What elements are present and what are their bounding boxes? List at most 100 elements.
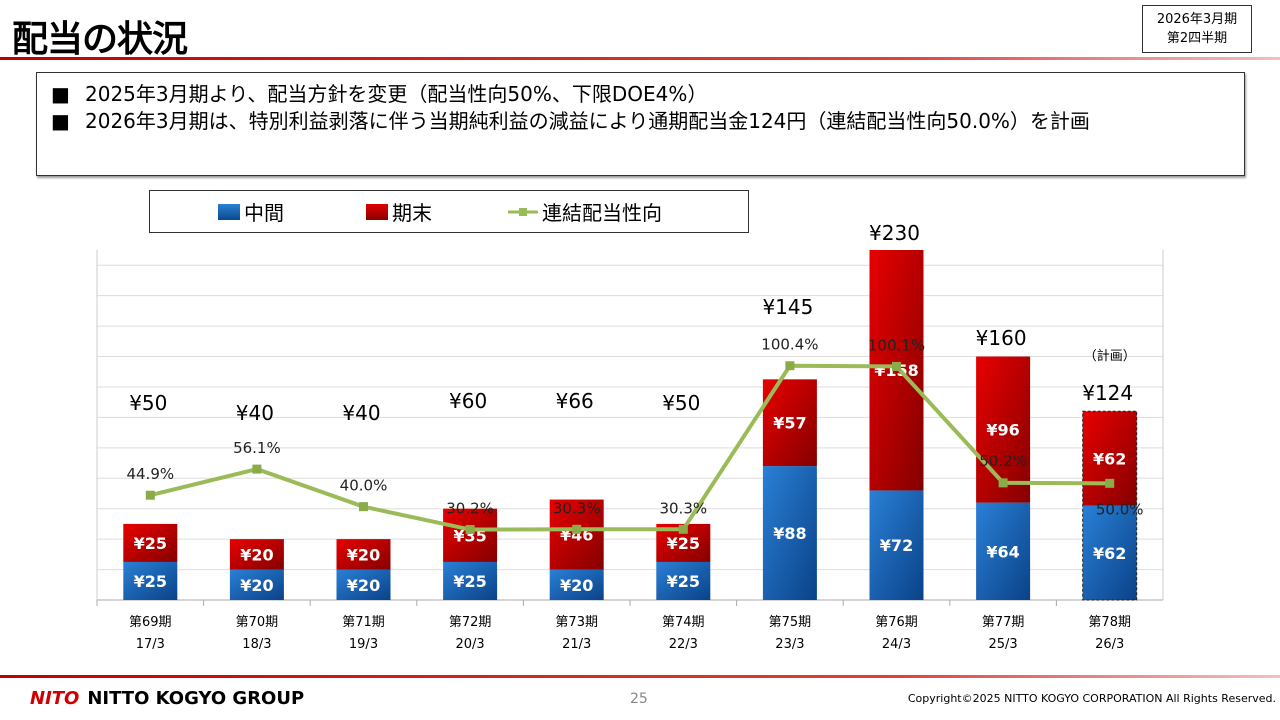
bar-interim	[762, 466, 817, 600]
payout-ratio-label: 50.2%	[979, 452, 1027, 470]
x-tick-label: 第76期	[875, 615, 918, 630]
plan-note: （計画）	[1084, 348, 1136, 364]
x-tick-label: 23/3	[775, 637, 804, 652]
bar-label-interim: ¥62	[1093, 544, 1126, 563]
total-label: ¥60	[449, 389, 487, 413]
period-year: 2026年3月期	[1156, 12, 1238, 27]
bar-label-interim: ¥20	[560, 576, 593, 595]
legend-swatch	[218, 203, 240, 220]
legend-swatch	[366, 203, 388, 220]
logo-text: NITTO KOGYO GROUP	[87, 688, 305, 709]
period-badge: 2026年3月期 第2四半期	[1142, 5, 1252, 53]
bar-label-interim: ¥25	[453, 572, 486, 591]
payout-ratio-line	[149, 363, 1110, 532]
bar-interim	[336, 569, 391, 600]
bar-label-interim: ¥64	[986, 542, 1019, 561]
total-label: ¥230	[869, 221, 920, 245]
bar-label-yearend: ¥96	[986, 421, 1019, 440]
x-tick-label: 第73期	[555, 615, 598, 630]
total-label: ¥160	[976, 326, 1027, 350]
x-tick-label: 21/3	[562, 637, 591, 652]
legend-label: 中間	[244, 201, 284, 225]
logo-mark: NITO	[30, 688, 80, 709]
x-tick-label: 25/3	[988, 637, 1017, 652]
payout-ratio-point	[678, 524, 688, 534]
legend-item-payout: 連結配当性向	[508, 197, 662, 226]
bar-label-yearend: ¥25	[134, 534, 167, 553]
footer-divider	[0, 675, 1280, 678]
chart-legend: 中間 期末 連結配当性向	[149, 190, 749, 233]
payout-ratio-label: 44.9%	[126, 465, 174, 483]
x-tick-label: 第77期	[982, 615, 1025, 630]
bar-yearend	[336, 539, 391, 570]
bar-yearend	[123, 523, 178, 562]
x-tick-label: 第70期	[236, 615, 279, 630]
x-tick-label: 19/3	[349, 637, 378, 652]
bar-label-yearend: ¥20	[240, 545, 273, 564]
payout-ratio-point	[572, 524, 582, 534]
notes-box: ■ 2025年3月期より、配当方針を変更（配当性向50%、下限DOE4%） ■ 20…	[36, 72, 1245, 176]
page-number: 25	[630, 691, 648, 707]
payout-ratio-label: 30.2%	[446, 500, 494, 518]
copyright: Copyright©2025 NITTO KOGYO CORPORATION A…	[907, 692, 1276, 705]
x-tick-label: 第71期	[342, 615, 385, 630]
bar-yearend	[443, 508, 498, 562]
note-text: 2026年3月期は、特別利益剥落に伴う当期純利益の減益により通期配当金124円（…	[85, 109, 1090, 133]
bar-label-interim: ¥25	[134, 572, 167, 591]
note-text: 2025年3月期より、配当方針を変更（配当性向50%、下限DOE4%）	[85, 82, 708, 106]
x-tick-label: 第69期	[129, 615, 172, 630]
bar-interim	[656, 561, 711, 600]
legend-item-yearend: 期末	[366, 197, 432, 226]
x-tick-label: 18/3	[242, 637, 271, 652]
payout-ratio-label: 30.3%	[659, 499, 707, 517]
company-logo: NITO NITTO KOGYO GROUP	[30, 688, 304, 709]
payout-ratio-point	[1105, 478, 1115, 488]
page-title: 配当の状況	[12, 19, 188, 60]
x-tick-label: 20/3	[455, 637, 484, 652]
note-item: ■ 2025年3月期より、配当方針を変更（配当性向50%、下限DOE4%）	[51, 81, 1244, 108]
note-item: ■ 2026年3月期は、特別利益剥落に伴う当期純利益の減益により通期配当金124円…	[51, 108, 1244, 135]
x-tick-label: 24/3	[882, 637, 911, 652]
payout-ratio-point	[465, 525, 475, 535]
payout-ratio-label: 50.0%	[1096, 500, 1144, 518]
bar-interim	[869, 490, 924, 600]
payout-ratio-label: 100.1%	[868, 336, 925, 354]
x-tick-label: 第72期	[449, 615, 492, 630]
payout-ratio-label: 40.0%	[340, 477, 388, 495]
bar-label-yearend: ¥62	[1093, 449, 1126, 468]
plan-outline	[1082, 410, 1138, 601]
payout-ratio-point	[998, 478, 1008, 488]
bar-yearend	[976, 356, 1031, 503]
x-tick-label: 22/3	[669, 637, 698, 652]
total-label: ¥50	[129, 391, 167, 415]
legend-item-interim: 中間	[218, 197, 284, 226]
x-tick-label: 第75期	[769, 615, 812, 630]
total-label: ¥40	[342, 401, 380, 425]
payout-ratio-point	[785, 361, 795, 371]
bar-yearend	[1082, 411, 1137, 506]
payout-ratio-point	[359, 502, 368, 512]
bar-label-yearend: ¥25	[667, 534, 700, 553]
legend-label: 連結配当性向	[542, 201, 662, 225]
total-label: ¥124	[1082, 381, 1133, 405]
bar-interim	[549, 569, 604, 600]
x-tick-label: 17/3	[136, 637, 165, 652]
payout-ratio-point	[145, 490, 155, 500]
bar-label-interim: ¥88	[773, 524, 806, 543]
bar-label-interim: ¥20	[240, 576, 273, 595]
legend-label: 期末	[392, 201, 432, 225]
total-label: ¥145	[762, 295, 813, 319]
x-tick-label: 26/3	[1095, 637, 1124, 652]
header-divider	[0, 57, 1280, 60]
bar-yearend	[549, 499, 604, 570]
total-label: ¥50	[662, 391, 700, 415]
bar-interim	[976, 502, 1031, 600]
bar-interim	[443, 561, 498, 600]
bar-interim	[1082, 505, 1137, 600]
total-label: ¥40	[236, 401, 274, 425]
bar-label-interim: ¥25	[667, 572, 700, 591]
x-tick-label: 第74期	[662, 615, 705, 630]
bar-interim	[229, 569, 284, 600]
payout-ratio-label: 56.1%	[233, 439, 281, 457]
